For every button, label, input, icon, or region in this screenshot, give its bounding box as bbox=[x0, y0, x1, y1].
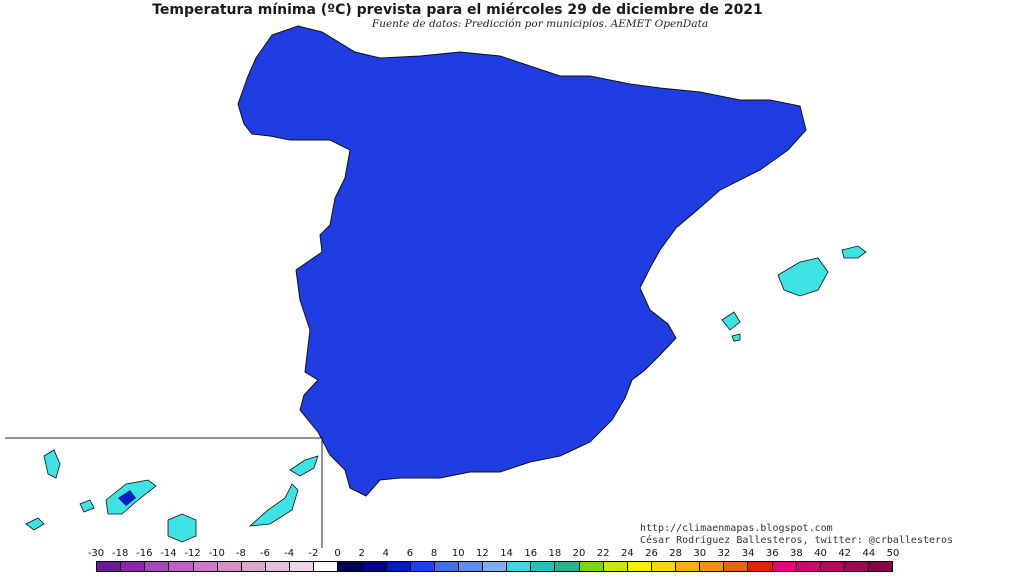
legend-tick: 44 bbox=[862, 548, 876, 559]
canary-islands-inset bbox=[5, 437, 323, 548]
legend-tick: 18 bbox=[548, 548, 562, 559]
legend-tick: 50 bbox=[886, 548, 900, 559]
legend-swatch bbox=[820, 562, 845, 571]
island-gran-canaria bbox=[167, 513, 197, 543]
island-fuerteventura bbox=[248, 483, 299, 527]
legend-tick: -6 bbox=[260, 548, 271, 559]
legend-swatch bbox=[676, 562, 701, 571]
legend-tick: 28 bbox=[669, 548, 682, 559]
legend-tick: 6 bbox=[406, 548, 414, 559]
legend-swatch bbox=[579, 562, 604, 571]
legend-tick: 4 bbox=[382, 548, 389, 559]
legend-swatch bbox=[724, 562, 749, 571]
island-formentera bbox=[731, 333, 741, 342]
island-lanzarote bbox=[289, 455, 319, 477]
blog-url: http://climaenmapas.blogspot.com bbox=[640, 523, 833, 534]
legend-ticks: -30 -18 -16 -14 -12 -10 -8 -6 -4 -2 0 2 4 6 8 10 12 14 16 1… bbox=[84, 548, 900, 561]
legend-swatch bbox=[410, 562, 435, 571]
island-la-gomera bbox=[79, 499, 95, 513]
legend-swatch bbox=[434, 562, 459, 571]
legend-swatch bbox=[869, 562, 893, 571]
legend-swatch bbox=[555, 562, 580, 571]
legend-swatch bbox=[603, 562, 628, 571]
legend-tick: -12 bbox=[184, 548, 201, 559]
map-subtitle: Fuente de datos: Predicción por municipi… bbox=[371, 18, 709, 30]
iberian-peninsula bbox=[237, 25, 807, 497]
legend-tick: 42 bbox=[838, 548, 852, 559]
legend-swatch bbox=[145, 562, 170, 571]
legend-tick: 38 bbox=[790, 548, 803, 559]
map-title: Temperatura mínima (ºC) prevista para el… bbox=[152, 2, 763, 18]
legend-tick: 2 bbox=[358, 548, 365, 559]
legend-tick: 12 bbox=[476, 548, 489, 559]
legend-tick: -18 bbox=[111, 548, 129, 559]
legend-tick: -10 bbox=[208, 548, 225, 559]
color-legend: -30 -18 -16 -14 -12 -10 -8 -6 -4 -2 0 2 4 6 8 10 12 14 16 1… bbox=[84, 548, 900, 576]
teide-cold-spot bbox=[118, 490, 136, 506]
legend-tick: 8 bbox=[430, 548, 438, 559]
legend-tick: 0 bbox=[334, 548, 341, 559]
island-ibiza bbox=[721, 311, 741, 331]
island-mallorca bbox=[777, 257, 829, 297]
legend-swatch bbox=[314, 562, 339, 571]
legend-swatch bbox=[338, 562, 363, 571]
legend-tick: 34 bbox=[741, 548, 755, 559]
legend-swatch bbox=[651, 562, 676, 571]
legend-swatch bbox=[169, 562, 194, 571]
legend-tick: 10 bbox=[451, 548, 465, 559]
legend-swatch bbox=[796, 562, 821, 571]
legend-tick: 32 bbox=[717, 548, 731, 559]
legend-swatch bbox=[531, 562, 556, 571]
legend-swatch bbox=[362, 562, 387, 571]
legend-swatch bbox=[748, 562, 773, 571]
legend-swatch bbox=[772, 562, 797, 571]
legend-swatches bbox=[96, 561, 893, 572]
legend-tick: 40 bbox=[814, 548, 827, 559]
legend-swatch bbox=[483, 562, 508, 571]
legend-tick: -14 bbox=[160, 548, 177, 559]
canary-inset-frame bbox=[5, 437, 323, 548]
legend-tick: -4 bbox=[284, 548, 295, 559]
balearic-islands bbox=[721, 245, 867, 342]
legend-tick: 20 bbox=[572, 548, 586, 559]
legend-swatch bbox=[290, 562, 315, 571]
legend-swatch bbox=[97, 562, 122, 571]
legend-swatch bbox=[700, 562, 725, 571]
legend-swatch bbox=[386, 562, 411, 571]
legend-tick: 24 bbox=[620, 548, 634, 559]
legend-swatch bbox=[458, 562, 483, 571]
legend-tick: 30 bbox=[693, 548, 707, 559]
author-credit: César Rodríguez Ballesteros, twitter: @c… bbox=[640, 535, 954, 546]
island-el-hierro bbox=[25, 517, 45, 531]
legend-swatch bbox=[507, 562, 532, 571]
legend-tick: 36 bbox=[765, 548, 779, 559]
legend-swatch bbox=[193, 562, 218, 571]
legend-swatch bbox=[241, 562, 266, 571]
legend-swatch bbox=[844, 562, 869, 571]
legend-swatch bbox=[121, 562, 146, 571]
legend-tick: 26 bbox=[645, 548, 658, 559]
island-menorca bbox=[841, 245, 867, 259]
island-la-palma bbox=[43, 449, 61, 479]
legend-tick: -30 bbox=[87, 548, 105, 559]
legend-swatch bbox=[217, 562, 242, 571]
legend-tick: -8 bbox=[235, 548, 246, 559]
legend-tick: -16 bbox=[136, 548, 153, 559]
legend-tick: 14 bbox=[500, 548, 513, 559]
legend-tick: 16 bbox=[524, 548, 538, 559]
legend-tick: 22 bbox=[596, 548, 610, 559]
legend-tick: -2 bbox=[308, 548, 319, 559]
legend-swatch bbox=[265, 562, 290, 571]
legend-swatch bbox=[627, 562, 652, 571]
